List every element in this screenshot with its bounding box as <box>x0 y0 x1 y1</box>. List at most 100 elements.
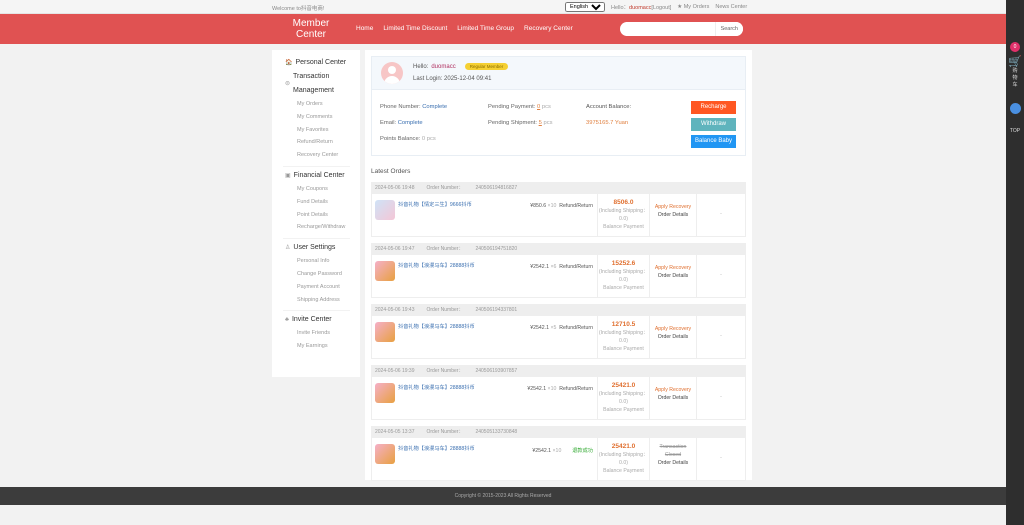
sidebar-item[interactable]: Recovery Center <box>297 152 339 159</box>
sidebar-item[interactable]: My Comments <box>297 113 333 120</box>
apply-recovery-link[interactable]: Apply Recovery <box>654 387 692 393</box>
username-link[interactable]: duomacc <box>629 5 652 11</box>
product-name-link[interactable]: 抖音礼物【浪漫马车】28888抖币 <box>398 263 475 269</box>
product-thumbnail[interactable] <box>375 383 395 403</box>
product-name-link[interactable]: 抖音礼物【情定三生】9666抖币 <box>398 202 472 208</box>
sidebar-item[interactable]: Refund/Return <box>297 139 333 146</box>
order-details-link[interactable]: Order Details <box>657 334 689 340</box>
order-status: Refund/Return <box>559 325 593 331</box>
sidebar-item[interactable]: Point Details <box>297 211 328 218</box>
nav-home[interactable]: Home <box>356 25 374 32</box>
avatar <box>381 62 403 84</box>
sidebar-group[interactable]: ▣ Financial Center <box>285 169 360 183</box>
withdraw-button[interactable]: Withdraw <box>691 118 736 131</box>
shipping-note: (Including Shipping：0.0) <box>598 208 649 222</box>
back-to-top-button[interactable]: TOP <box>1009 128 1021 134</box>
nav-recovery-center[interactable]: Recovery Center <box>524 25 573 32</box>
divider <box>283 165 350 167</box>
phone-status-link[interactable]: Complete <box>422 104 448 110</box>
sidebar-item[interactable]: Payment Account <box>297 283 340 290</box>
user-icon[interactable] <box>1009 103 1021 114</box>
search-button[interactable]: Search <box>714 22 743 36</box>
product-name-link[interactable]: 抖音礼物【浪漫马车】28888抖币 <box>398 324 475 330</box>
product-thumbnail[interactable] <box>375 261 395 281</box>
account-balance-label: Account Balance: <box>586 104 632 110</box>
sidebar-item[interactable]: My Orders <box>297 101 323 107</box>
pending-payment-link[interactable]: 0 <box>537 104 541 110</box>
product-thumbnail[interactable] <box>375 200 395 220</box>
order-details-link[interactable]: Order Details <box>657 273 689 279</box>
product-name-link[interactable]: 抖音礼物【浪漫马车】28888抖币 <box>398 446 475 452</box>
cart-label[interactable]: 购物车 <box>1012 68 1018 88</box>
pending-payment-label: Pending Payment: <box>488 104 536 110</box>
nav-limited-time-group[interactable]: Limited Time Group <box>457 25 515 32</box>
cart-icon[interactable]: 🛒 <box>1008 56 1022 68</box>
order-extra: - <box>720 455 722 461</box>
sidebar-group[interactable]: 🏠 Personal Center <box>285 56 360 70</box>
shipping-note: (Including Shipping：0.0) <box>598 391 649 405</box>
quantity: ×6 <box>550 264 557 270</box>
product-thumbnail[interactable] <box>375 322 395 342</box>
order-number: 240506194337801 <box>475 307 518 313</box>
shipping-note: (Including Shipping：0.0) <box>598 452 649 466</box>
apply-recovery-link[interactable]: Apply Recovery <box>654 326 692 332</box>
order-details-link[interactable]: Order Details <box>657 212 689 218</box>
sidebar-item[interactable]: Personal Info <box>297 258 330 265</box>
invite-icon: ♣ <box>285 317 289 324</box>
shipping-note: (Including Shipping：0.0) <box>598 330 649 344</box>
recharge-button[interactable]: Recharge <box>691 101 736 114</box>
search-input[interactable] <box>626 22 715 36</box>
sidebar-group-title: Invite Center <box>291 316 332 324</box>
sidebar-item[interactable]: My Coupons <box>297 185 328 192</box>
sidebar: 🏠 Personal Center ⊜ Transaction Management M… <box>272 50 360 377</box>
product-name-link[interactable]: 抖音礼物【浪漫马车】28888抖币 <box>398 385 475 391</box>
order-total: 8506.0 <box>613 199 634 206</box>
apply-recovery-link[interactable]: Apply Recovery <box>654 204 692 210</box>
product-thumbnail[interactable] <box>375 444 395 464</box>
logo[interactable]: Member Center <box>292 18 330 40</box>
sidebar-item[interactable]: Recharge/Withdraw <box>297 224 346 231</box>
sidebar-group[interactable]: ⊜ Transaction Management <box>285 70 360 98</box>
email-status-link[interactable]: Complete <box>397 120 423 126</box>
sidebar-item[interactable]: Fund Details <box>297 198 328 205</box>
sidebar-item[interactable]: Shipping Address <box>297 296 340 303</box>
main-content: Hello: duomacc Regular Member Last Login: … <box>365 50 752 481</box>
sidebar-item[interactable]: Invite Friends <box>297 330 331 337</box>
quantity: ×10 <box>547 386 557 392</box>
points-value: 0 pcs <box>421 136 436 142</box>
order-number: 240506194816827 <box>475 185 518 191</box>
pending-shipment-link[interactable]: 5 <box>538 120 542 126</box>
balance-baby-button[interactable]: Balance Baby <box>691 135 736 148</box>
order-details-link[interactable]: Order Details <box>657 395 689 401</box>
sidebar-group-title: Financial Center <box>293 171 345 179</box>
order-status: 退款成功 <box>572 448 593 454</box>
order-number: 240506193907857 <box>475 368 518 374</box>
search-bar: Search <box>620 22 743 36</box>
order-total: 12710.5 <box>611 321 636 328</box>
apply-recovery-link[interactable]: Apply Recovery <box>654 265 692 271</box>
order-number-label: Order Number： <box>426 307 464 313</box>
order-total: 25421.0 <box>611 443 636 450</box>
sidebar-group-title: Personal Center <box>295 59 347 66</box>
sidebar-item[interactable]: Change Password <box>297 270 342 277</box>
order-details-link[interactable]: Order Details <box>657 460 689 466</box>
account-balance-value: 3975165.7 Yuan <box>586 120 629 126</box>
sidebar-group[interactable]: ♣ Invite Center <box>285 313 360 327</box>
news-center-link[interactable]: News Center <box>715 4 748 10</box>
order-date: 2024-05-05 13:37 <box>375 429 415 435</box>
sidebar-group[interactable]: ♙ User Settings <box>285 241 360 255</box>
cart-count-badge: 0 <box>1010 42 1020 52</box>
top-bar: Welcome to抖音电商! English Hello：duomacc[Lo… <box>0 0 1006 14</box>
language-select[interactable]: English <box>565 2 605 12</box>
payment-method: Balance Payment <box>603 468 644 474</box>
my-orders-link[interactable]: ★ My Orders <box>677 4 710 10</box>
sidebar-item[interactable]: My Favorites <box>297 126 329 133</box>
order-extra: - <box>720 211 722 217</box>
unit-price: ¥850.6 <box>530 203 547 209</box>
nav-limited-time-discount[interactable]: Limited Time Discount <box>383 25 448 32</box>
logout-link[interactable]: [Logout] <box>651 5 672 11</box>
points-label: Points Balance: <box>380 136 421 142</box>
sidebar-item[interactable]: My Earnings <box>297 343 328 350</box>
order-extra: - <box>720 394 722 400</box>
hello-label: Hello： <box>611 5 630 11</box>
